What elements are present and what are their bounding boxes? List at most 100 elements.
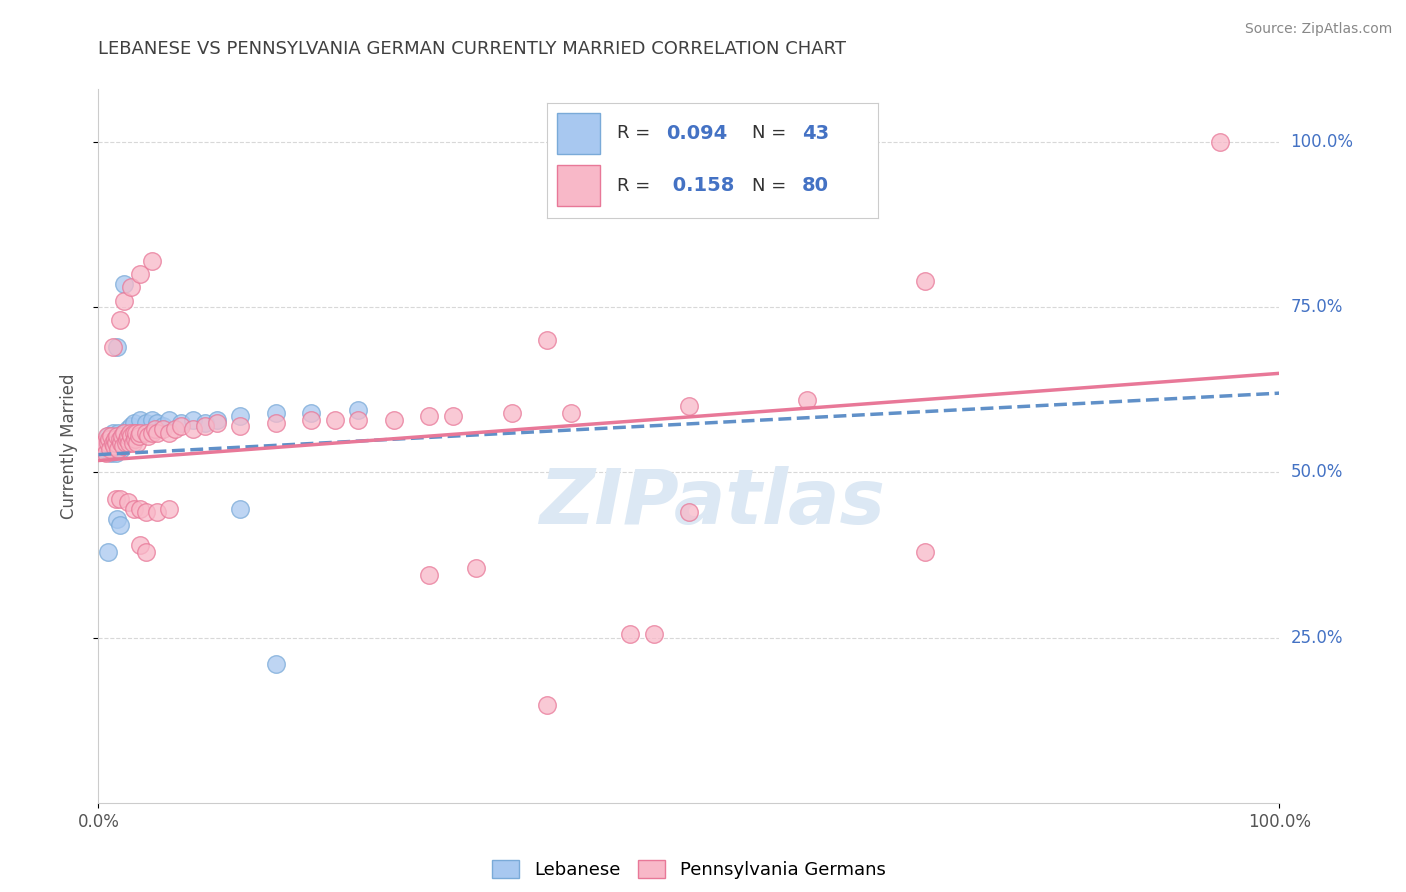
Point: [105, 429, 128, 443]
Point: [105, 511, 128, 525]
Point: [118, 435, 141, 450]
Y-axis label: Currently Married: Currently Married: [59, 373, 77, 519]
Point: [135, 425, 157, 440]
Point: [128, 429, 150, 443]
Point: [97, 545, 120, 559]
Point: [108, 491, 131, 506]
Point: [111, 429, 134, 443]
Point: [127, 435, 149, 450]
Point: [536, 698, 558, 712]
Point: [135, 545, 157, 559]
Point: [96, 429, 118, 443]
Point: [643, 627, 665, 641]
Point: [112, 425, 135, 440]
Point: [108, 518, 131, 533]
Point: [104, 429, 127, 443]
Point: [114, 435, 136, 450]
Point: [100, 445, 122, 459]
Point: [170, 419, 193, 434]
Point: [98, 442, 121, 457]
Point: [96, 435, 118, 450]
Point: [93, 435, 115, 450]
Point: [501, 406, 523, 420]
Point: [110, 442, 132, 457]
Point: [108, 439, 131, 453]
Text: Source: ZipAtlas.com: Source: ZipAtlas.com: [1244, 22, 1392, 37]
Point: [152, 422, 174, 436]
Point: [108, 433, 131, 447]
Point: [108, 313, 131, 327]
Point: [97, 435, 120, 450]
Point: [128, 412, 150, 426]
Point: [141, 412, 163, 426]
Point: [264, 657, 287, 671]
Point: [98, 439, 121, 453]
Point: [111, 429, 134, 443]
Point: [101, 340, 124, 354]
Text: 75.0%: 75.0%: [1291, 298, 1343, 317]
Point: [796, 392, 818, 407]
Point: [115, 433, 138, 447]
Point: [135, 416, 157, 430]
Point: [101, 425, 124, 440]
Point: [97, 429, 120, 443]
Point: [93, 442, 115, 457]
Point: [128, 538, 150, 552]
Point: [194, 419, 217, 434]
Point: [418, 409, 440, 424]
Point: [112, 425, 135, 440]
Point: [124, 433, 146, 447]
Point: [121, 435, 143, 450]
Point: [418, 567, 440, 582]
Point: [117, 422, 139, 436]
Point: [118, 425, 141, 440]
Point: [110, 435, 132, 450]
Point: [128, 501, 150, 516]
Point: [120, 425, 142, 440]
Point: [94, 445, 117, 459]
Text: 50.0%: 50.0%: [1291, 464, 1343, 482]
Point: [678, 400, 700, 414]
Point: [181, 412, 204, 426]
Point: [619, 627, 641, 641]
Point: [323, 412, 346, 426]
Point: [112, 293, 135, 308]
Text: LEBANESE VS PENNSYLVANIA GERMAN CURRENTLY MARRIED CORRELATION CHART: LEBANESE VS PENNSYLVANIA GERMAN CURRENTL…: [98, 40, 846, 58]
Point: [98, 433, 121, 447]
Point: [146, 505, 169, 519]
Point: [121, 419, 143, 434]
Point: [165, 422, 187, 436]
Point: [128, 267, 150, 281]
Point: [264, 416, 287, 430]
Point: [105, 435, 128, 450]
Point: [347, 412, 370, 426]
Legend: Lebanese, Pennsylvania Germans: Lebanese, Pennsylvania Germans: [485, 853, 893, 887]
Point: [170, 416, 193, 430]
Point: [441, 409, 464, 424]
Point: [105, 491, 128, 506]
Point: [299, 406, 322, 420]
Point: [264, 406, 287, 420]
Point: [98, 435, 121, 450]
Point: [105, 433, 128, 447]
Point: [914, 274, 936, 288]
Point: [229, 419, 252, 434]
Point: [465, 561, 488, 575]
Point: [117, 429, 139, 443]
Point: [194, 416, 217, 430]
Point: [122, 501, 145, 516]
Point: [157, 501, 180, 516]
Point: [560, 406, 582, 420]
Point: [205, 412, 228, 426]
Text: ZIPatlas: ZIPatlas: [540, 467, 886, 540]
Point: [229, 409, 252, 424]
Point: [536, 333, 558, 347]
Point: [107, 425, 129, 440]
Point: [101, 435, 124, 450]
Point: [205, 416, 228, 430]
Point: [112, 435, 135, 450]
Point: [100, 429, 122, 443]
Point: [114, 429, 136, 443]
Point: [112, 277, 135, 292]
Point: [152, 419, 174, 434]
